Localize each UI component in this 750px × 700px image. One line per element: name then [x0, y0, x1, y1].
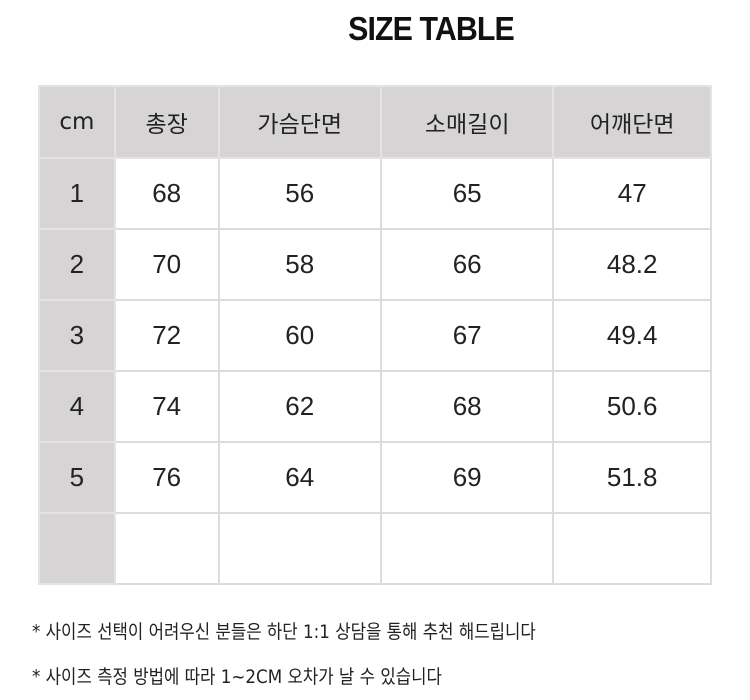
- size-table: cm 총장 가슴단면 소매길이 어깨단면 1 68 56 65 47 2 70 58 66 48.2 3 72 6…: [38, 85, 712, 585]
- table-cell: [113, 512, 220, 585]
- size-cell: 2: [38, 228, 116, 301]
- table-cell: 72: [113, 299, 220, 372]
- table-row: 4 74 62 68 50.6: [38, 370, 712, 443]
- size-cell: 1: [38, 157, 116, 230]
- table-cell: [379, 512, 555, 585]
- table-cell: 48.2: [552, 228, 712, 301]
- table-row: 2 70 58 66 48.2: [38, 228, 712, 301]
- table-cell: 56: [217, 157, 382, 230]
- table-cell: [217, 512, 382, 585]
- table-cell: 66: [379, 228, 555, 301]
- table-cell: 60: [217, 299, 382, 372]
- table-cell: 70: [113, 228, 220, 301]
- header-cell: 총장: [113, 85, 220, 159]
- table-row: 5 76 64 69 51.8: [38, 441, 712, 514]
- header-cell: 어깨단면: [552, 85, 712, 159]
- table-cell: 51.8: [552, 441, 712, 514]
- table-row: 1 68 56 65 47: [38, 157, 712, 230]
- table-cell: 74: [113, 370, 220, 443]
- note-recommendation: * 사이즈 선택이 어려우신 분들은 하단 1:1 상담을 통해 추천 해드립니…: [32, 621, 536, 643]
- table-row: 3 72 60 67 49.4: [38, 299, 712, 372]
- size-cell: [38, 512, 116, 585]
- page-title: SIZE TABLE: [348, 10, 515, 47]
- table-cell: 49.4: [552, 299, 712, 372]
- table-cell: 47: [552, 157, 712, 230]
- table-cell: 69: [379, 441, 555, 514]
- table-cell: 62: [217, 370, 382, 443]
- header-cell: 소매길이: [379, 85, 555, 159]
- table-cell: [552, 512, 712, 585]
- table-cell: 68: [113, 157, 220, 230]
- table-cell: 50.6: [552, 370, 712, 443]
- note-measurement-tolerance: * 사이즈 측정 방법에 따라 1~2CM 오차가 날 수 있습니다: [32, 666, 442, 688]
- table-cell: 76: [113, 441, 220, 514]
- table-header-row: cm 총장 가슴단면 소매길이 어깨단면: [38, 85, 712, 159]
- table-row: [38, 512, 712, 585]
- table-cell: 67: [379, 299, 555, 372]
- table-cell: 65: [379, 157, 555, 230]
- table-cell: 68: [379, 370, 555, 443]
- size-cell: 4: [38, 370, 116, 443]
- size-cell: 5: [38, 441, 116, 514]
- header-cell: 가슴단면: [217, 85, 382, 159]
- table-cell: 64: [217, 441, 382, 514]
- table-cell: 58: [217, 228, 382, 301]
- size-cell: 3: [38, 299, 116, 372]
- header-cell: cm: [38, 85, 116, 159]
